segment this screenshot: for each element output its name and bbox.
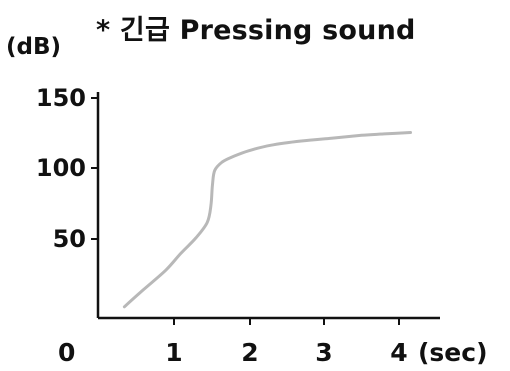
series-layer (122, 131, 412, 309)
x-tick-4: 4 (390, 338, 408, 367)
y-tick-100: 100 (35, 154, 86, 182)
x-tick-3: 3 (315, 338, 333, 367)
y-axis-unit-label: (dB) (6, 34, 62, 60)
y-tick-150: 150 (35, 84, 86, 112)
y-tick-50: 50 (52, 225, 86, 253)
x-tick-1: 1 (165, 338, 183, 367)
x-axis-unit-label: (sec) (418, 338, 488, 367)
series-line-0 (122, 131, 412, 309)
origin-label: 0 (58, 338, 76, 367)
chart-title: * 긴급 Pressing sound (96, 15, 416, 46)
x-tick-2: 2 (241, 338, 259, 367)
axes (91, 92, 440, 325)
